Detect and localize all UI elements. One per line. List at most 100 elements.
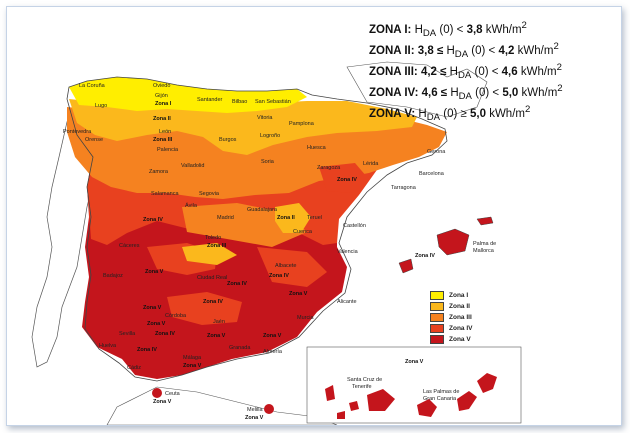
zone-expression: (0) < xyxy=(471,65,502,78)
city-vitoria: Vitoria xyxy=(257,115,273,121)
fuerteventura-island xyxy=(457,391,477,411)
el-hierro-island xyxy=(337,411,345,419)
city-valladolid: Valladolid xyxy=(181,163,204,169)
la-palma-island xyxy=(325,385,335,401)
zone-name: ZONA II: xyxy=(369,44,415,57)
zone-prefix: 4,6 ≤ xyxy=(421,86,451,99)
zone-label-melilla: Zona V xyxy=(245,415,264,421)
legend-swatch xyxy=(430,291,444,300)
city-gijon: Gijón xyxy=(155,93,168,99)
france-landmass xyxy=(346,61,488,118)
city-murcia: Murcia xyxy=(297,315,314,321)
lanzarote-island xyxy=(477,373,497,393)
legend-label: Zona IV xyxy=(449,325,473,332)
menorca-island xyxy=(476,216,494,226)
city-ciudad-real: Ciudad Real xyxy=(197,275,227,281)
city-zamora: Zamora xyxy=(149,169,169,175)
city-almeria: Almería xyxy=(263,349,283,355)
zone-label-4f: Zona IV xyxy=(227,281,247,287)
ceuta-marker xyxy=(152,388,162,398)
zone-symbol: H xyxy=(450,86,459,99)
zone-value: 5,0 xyxy=(470,107,486,120)
gran-canaria-island xyxy=(417,399,437,417)
zone-unit-sup: 2 xyxy=(524,104,531,115)
city-valencia: Valencia xyxy=(337,249,359,255)
zone-label-5d: Zona V xyxy=(207,333,226,339)
zone-label-4c: Zona IV xyxy=(269,273,289,279)
zone-unit: kWh/m xyxy=(517,65,557,78)
zone-symbol-sub: DA xyxy=(426,112,441,124)
zone-label-1: Zona I xyxy=(155,101,172,107)
zone-label-ceuta: Zona V xyxy=(153,399,172,405)
zone-label-5f: Zona V xyxy=(289,291,308,297)
city-las-palmas: Las Palmas de xyxy=(423,389,459,395)
city-soria: Soria xyxy=(261,159,275,165)
zone-definition-row: ZONA II: 3,8 ≤ HDA (0) < 4,2 kWh/m2 xyxy=(369,36,609,60)
zone-label-4g: Zona IV xyxy=(137,347,157,353)
city-pontevedra: Pontevedra xyxy=(63,129,92,135)
city-lerida: Lérida xyxy=(363,161,379,167)
legend-swatch xyxy=(430,302,444,311)
city-avila: Ávila xyxy=(185,202,198,209)
ibiza-island xyxy=(398,258,414,274)
city-toledo: Toledo xyxy=(205,235,221,241)
la-gomera-island xyxy=(349,401,359,411)
zone-symbol: H xyxy=(449,65,458,78)
city-jaen: Jaén xyxy=(213,319,225,325)
melilla-marker xyxy=(264,404,274,414)
city-tenerife: Tenerife xyxy=(352,384,372,390)
legend-entry: Zona IV xyxy=(430,323,498,334)
legend-label: Zona III xyxy=(449,314,472,321)
zone-definition-row: ZONA IV: 4,6 ≤ HDA (0) < 5,0 kWh/m2 xyxy=(369,78,609,103)
zone-unit: kWh/m xyxy=(486,107,525,120)
zone-label-5c: Zona V xyxy=(263,333,282,339)
zone-label-4d: Zona IV xyxy=(155,331,175,337)
zone-label-3a: Zona III xyxy=(153,137,173,143)
zone-2-area xyxy=(69,99,417,155)
zone-symbol-sub: DA xyxy=(422,28,437,40)
zone-prefix: 4,2 ≤ xyxy=(420,65,450,78)
legend-label: Zona II xyxy=(449,303,470,310)
mallorca-island xyxy=(436,228,470,256)
city-gran-canaria: Gran Canaria xyxy=(423,396,457,402)
zone-symbol-sub: DA xyxy=(458,91,472,103)
map-frame: La Coruña Oviedo Gijón Lugo Santander Bi… xyxy=(6,6,622,426)
zone-label-canarias: Zona V xyxy=(405,359,424,365)
iberia-coastline xyxy=(66,76,448,382)
zone-name: ZONA V: xyxy=(369,107,416,120)
city-orense: Orense xyxy=(85,137,103,143)
zone-expression: (0) < xyxy=(436,23,467,36)
zone-4-island-3 xyxy=(257,247,327,287)
city-granada: Granada xyxy=(229,345,251,351)
zone-label-5b: Zona V xyxy=(147,321,166,327)
spain-solar-map: La Coruña Oviedo Gijón Lugo Santander Bi… xyxy=(7,7,621,425)
city-palma: Palma de xyxy=(473,241,496,247)
zone-value: 5,0 xyxy=(502,86,519,99)
city-gerona: Gerona xyxy=(427,149,446,155)
zone-definition-row: ZONA I: HDA (0) < 3,8 kWh/m2 xyxy=(369,15,609,40)
city-albacete: Albacete xyxy=(275,263,296,269)
zone-label-2b: Zona II xyxy=(277,215,295,221)
city-oviedo: Oviedo xyxy=(153,83,170,89)
city-badajoz: Badajoz xyxy=(103,273,123,279)
zone-4-island-2 xyxy=(167,292,242,325)
zone-expression: (0) ≥ xyxy=(440,107,470,120)
zone-2-patch-2 xyxy=(182,243,237,265)
city-logrono: Logroño xyxy=(260,133,280,139)
legend-entry: Zona III xyxy=(430,312,498,323)
zone-unit: kWh/m xyxy=(518,86,558,99)
zone-4-northeast xyxy=(319,163,367,193)
zone-unit-sup: 2 xyxy=(556,62,562,73)
zone-unit-sup: 2 xyxy=(557,83,563,94)
zone-definitions: ZONA I: HDA (0) < 3,8 kWh/m2 ZONA II: 3,… xyxy=(369,15,609,124)
legend-entry: Zona II xyxy=(430,301,498,312)
city-cordoba: Córdoba xyxy=(165,313,187,319)
city-segovia: Segovia xyxy=(199,191,220,197)
africa-landmass xyxy=(106,386,338,425)
city-burgos: Burgos xyxy=(219,137,237,143)
city-barcelona: Barcelona xyxy=(419,171,445,177)
zone-unit-sup: 2 xyxy=(521,20,527,31)
zone-label-4h: Zona IV xyxy=(203,299,223,305)
map-legend: Zona I Zona II Zona III Zona IV Zona V xyxy=(430,290,498,345)
legend-label: Zona V xyxy=(449,336,471,343)
